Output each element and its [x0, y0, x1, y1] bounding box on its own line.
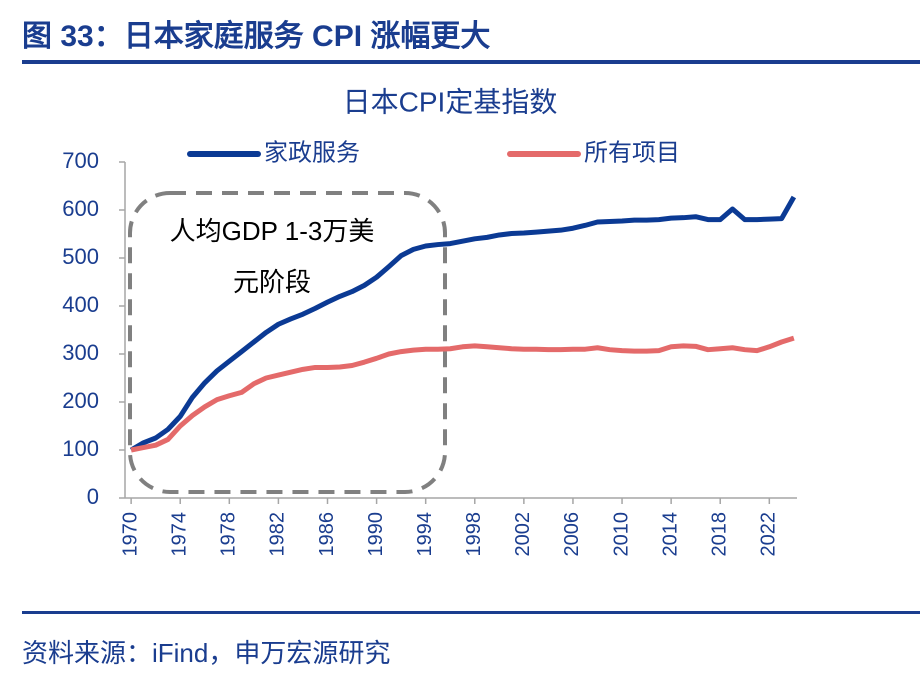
annotation-text: 元阶段	[233, 267, 311, 297]
x-tick-label: 1970	[119, 512, 141, 557]
chart-title: 日本CPI定基指数	[343, 86, 558, 117]
x-tick-label: 1978	[218, 512, 240, 557]
x-tick-label: 2022	[758, 512, 780, 557]
x-tick-label: 1986	[316, 512, 338, 557]
legend-label: 家政服务	[264, 139, 360, 166]
x-tick-label: 1982	[267, 512, 289, 557]
x-tick-label: 1990	[365, 512, 387, 557]
annotation-text: 人均GDP 1-3万美	[170, 216, 375, 246]
series-line	[130, 335, 795, 453]
y-tick-label: 400	[62, 292, 99, 317]
source-note: 资料来源：iFind，申万宏源研究	[22, 638, 390, 668]
annotation-box	[128, 191, 447, 494]
x-tick-label: 1998	[463, 512, 485, 557]
footer-rule	[22, 611, 920, 614]
y-tick-label: 0	[87, 484, 99, 509]
y-tick-label: 300	[62, 340, 99, 365]
x-tick-label: 2014	[659, 512, 681, 557]
y-tick-label: 100	[62, 436, 99, 461]
x-tick-label: 2002	[512, 512, 534, 557]
y-tick-label: 200	[62, 388, 99, 413]
y-tick-label: 700	[62, 148, 99, 173]
series-line	[129, 195, 797, 453]
x-tick-label: 1994	[414, 512, 436, 557]
x-tick-label: 2010	[610, 512, 632, 557]
page-title: 图 33：日本家庭服务 CPI 涨幅更大	[22, 19, 490, 53]
header-rule	[22, 60, 920, 64]
y-tick-label: 500	[62, 244, 99, 269]
x-tick-label: 2018	[709, 512, 731, 557]
y-tick-label: 600	[62, 196, 99, 221]
x-tick-label: 2006	[561, 512, 583, 557]
x-tick-label: 1974	[169, 512, 191, 557]
legend-label: 所有项目	[584, 139, 680, 166]
